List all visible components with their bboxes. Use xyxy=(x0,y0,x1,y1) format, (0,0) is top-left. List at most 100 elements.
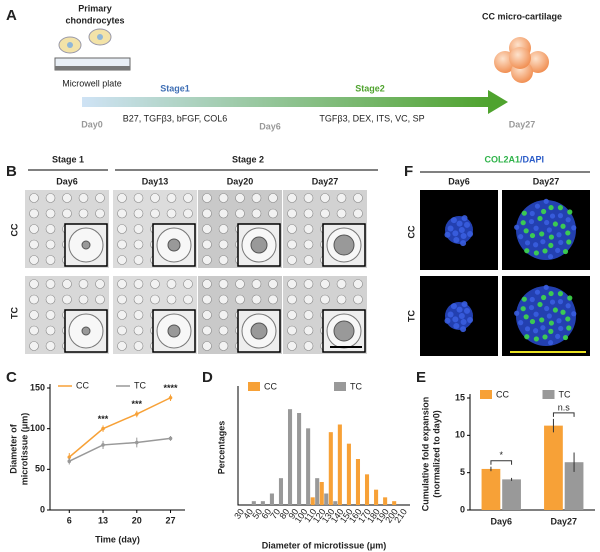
nucleus xyxy=(444,231,451,238)
microwell xyxy=(133,224,144,234)
panel-b: B Stage 1 Stage 2 CC TC Day6 Day13 Day20 Da… xyxy=(6,154,378,354)
product-label: CC micro-cartilage xyxy=(482,11,562,21)
microwell xyxy=(353,294,363,305)
col2a1-signal xyxy=(557,299,564,305)
microwell xyxy=(287,208,297,219)
series-line xyxy=(68,437,171,462)
legend-label: CC xyxy=(264,381,277,391)
nucleus xyxy=(460,233,467,240)
microwell xyxy=(45,341,56,351)
col2a1-signal xyxy=(562,334,569,341)
significance: **** xyxy=(164,383,179,393)
microwell xyxy=(336,294,347,305)
microwell xyxy=(133,279,144,289)
legend-label: CC xyxy=(76,380,89,390)
microwell xyxy=(202,193,212,203)
significance: * xyxy=(499,450,503,460)
nucleus xyxy=(452,230,459,237)
microwell xyxy=(133,239,144,250)
microwell xyxy=(268,208,278,219)
bar xyxy=(364,474,370,505)
nucleus xyxy=(460,240,467,247)
plate-label: Microwell plate xyxy=(62,78,122,88)
day-label: Day6 xyxy=(259,121,281,131)
microwell xyxy=(133,255,144,265)
x-tick-label: 27 xyxy=(166,515,176,525)
x-tick-label: 80 xyxy=(277,507,291,521)
col2a1-signal xyxy=(544,305,550,312)
microwell xyxy=(166,294,177,305)
microwell xyxy=(218,239,229,250)
col2a1-signal xyxy=(548,290,554,297)
y-tick-label: 0 xyxy=(460,504,465,514)
nucleus xyxy=(453,322,460,329)
microwell xyxy=(78,294,89,305)
col2a1-signal xyxy=(549,213,556,219)
microwell xyxy=(336,193,347,203)
microwell xyxy=(353,279,363,289)
microtissue xyxy=(81,326,91,336)
microwell xyxy=(287,239,297,250)
nucleus xyxy=(452,316,459,323)
microtissue xyxy=(333,234,355,256)
bar xyxy=(502,479,521,510)
microwell xyxy=(133,294,144,305)
arrow-head xyxy=(488,90,508,114)
col2a1-signal xyxy=(542,248,548,254)
bar xyxy=(337,424,342,505)
col2a1-signal xyxy=(565,217,571,223)
microwell xyxy=(117,310,127,320)
microwell xyxy=(95,208,105,219)
legend-label: CC xyxy=(496,389,509,399)
row-label: TC xyxy=(406,310,416,322)
x-tick-label: 30 xyxy=(232,507,246,521)
day-label: Day0 xyxy=(81,119,103,129)
microwell xyxy=(202,279,212,289)
microwell xyxy=(117,325,127,336)
microwell xyxy=(95,279,105,289)
x-tick-label: 60 xyxy=(259,507,273,521)
col2a1-signal xyxy=(537,301,543,308)
microwell xyxy=(78,193,89,203)
microwell xyxy=(320,294,330,305)
stage-label: Stage 1 xyxy=(52,154,84,164)
legend-label: TC xyxy=(350,381,362,391)
microwell xyxy=(45,279,56,289)
nucleus xyxy=(458,227,465,233)
microwell xyxy=(218,325,229,336)
microwell xyxy=(29,341,39,351)
microwell xyxy=(183,193,193,203)
bar xyxy=(383,497,388,505)
x-tick-label: Day27 xyxy=(550,516,577,526)
col2a1-signal xyxy=(518,234,524,240)
col2a1-signal xyxy=(560,223,566,229)
microwell xyxy=(235,208,245,219)
microwell xyxy=(202,341,212,351)
microwell xyxy=(166,279,177,289)
bar xyxy=(346,443,351,505)
col2a1-signal xyxy=(529,210,535,217)
bar xyxy=(328,432,333,505)
panel-a: A Primary chondrocytes Microwell plate S… xyxy=(6,3,562,131)
microwell xyxy=(303,341,314,351)
medium-label: B27, TGFβ3, bFGF, COL6 xyxy=(123,113,228,123)
microwell xyxy=(303,294,314,305)
day-label: Day6 xyxy=(56,176,78,186)
col2a1-signal xyxy=(556,232,562,238)
microwell xyxy=(29,310,39,320)
y-axis-label: (normalized to day0) xyxy=(431,410,441,498)
microwell xyxy=(287,294,297,305)
col2a1-signal xyxy=(533,225,539,231)
col2a1-signal xyxy=(514,310,520,316)
col2a1-signal xyxy=(544,219,550,226)
microwell xyxy=(29,224,39,234)
y-tick-label: 100 xyxy=(30,423,45,433)
col2a1-signal xyxy=(524,240,531,246)
axes xyxy=(237,386,410,506)
nucleus xyxy=(97,34,103,40)
col2a1-signal xyxy=(566,325,572,331)
microwell xyxy=(29,294,39,305)
col2a1-signal xyxy=(540,239,546,245)
microtissue xyxy=(167,324,181,338)
microwell xyxy=(29,208,39,219)
